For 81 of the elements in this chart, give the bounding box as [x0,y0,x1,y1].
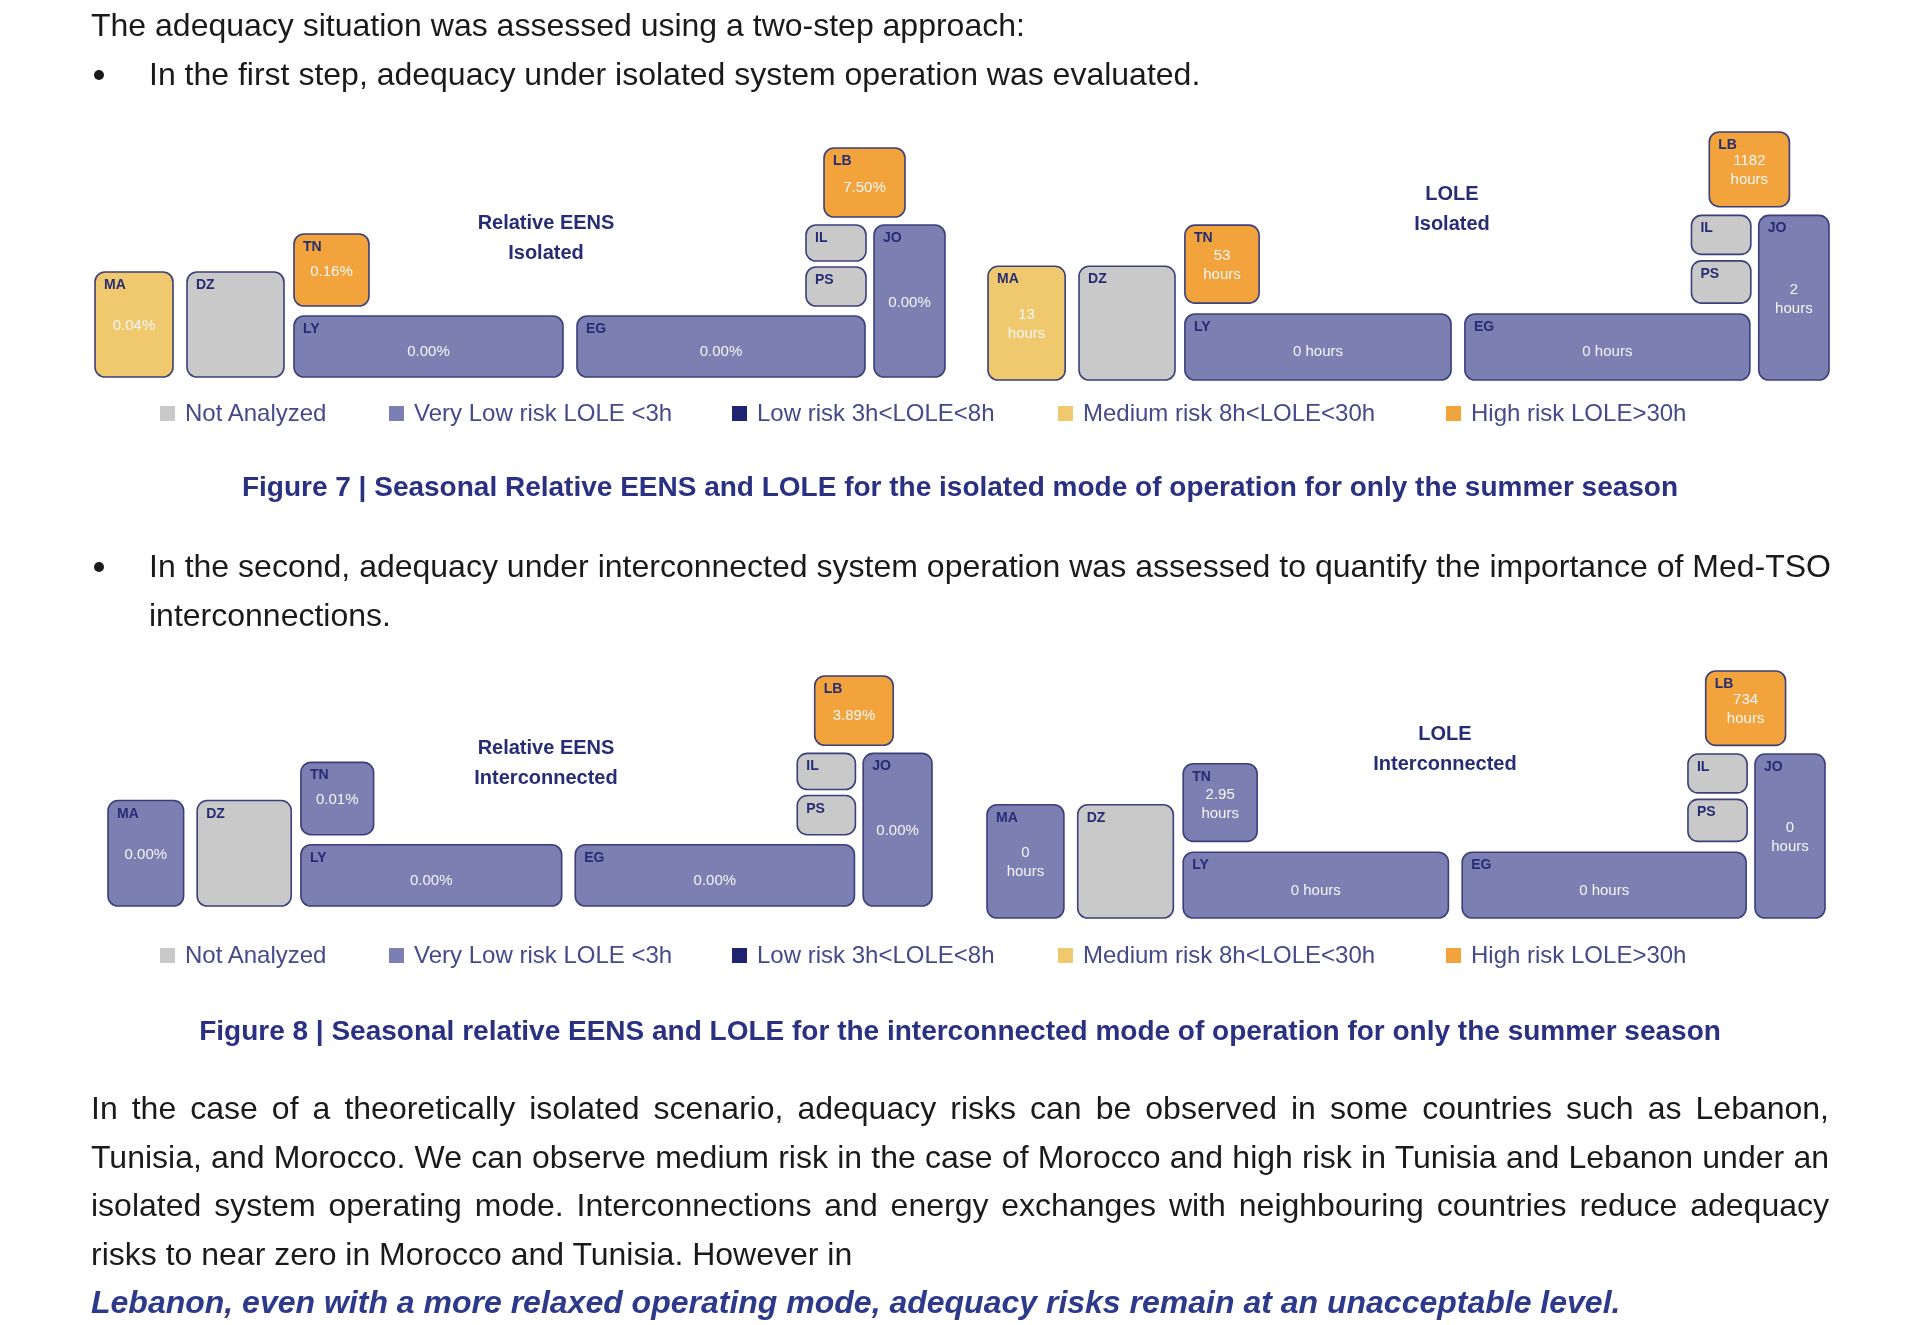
data-label: 0.16% [310,261,353,279]
caption: Figure 8 | Seasonal relative EENS and LOLE for the interconnected mode of operation for only the summer season [198,1014,1722,1048]
category-label: JO [883,229,902,245]
text: In the second, adequacy under interconnected system operation was assessed to quantify the importance of Med-TSO interconnections. [149,547,1831,635]
category-label: LB [1718,136,1737,152]
text: Lebanon, even with a more relaxed operating mode, adequacy risks remain at an unacceptable level. [91,1284,1621,1320]
data-label: 0 hours [1290,880,1341,898]
data-label: 0 hours [1006,843,1045,880]
data-label: 13 hours [1007,305,1046,342]
data-label: 7.50% [843,178,886,195]
data-label: 0.00% [124,844,168,862]
data-label: 0.00% [699,342,743,359]
legend-label: Low risk 3h<LOLE<8h [757,399,995,427]
data-label: 0.01% [315,790,359,808]
category-label: LY [1193,317,1212,334]
category-label: JO [1764,758,1783,775]
data-label: 0 hours [1292,342,1343,360]
category-label: DZ [1088,270,1108,287]
legend-label: Very Low risk LOLE <3h [414,941,673,969]
data-label: 0.00% [693,870,737,888]
category-label: PS [806,799,825,816]
category-label: MA [996,808,1018,825]
category-label: MA [117,804,139,821]
category-label: EG [586,320,607,336]
data-label: 0 hours [1771,818,1809,855]
data-label: 0.04% [112,316,156,333]
category-label: LB [833,152,852,168]
text: LOLE Isolated [1414,182,1490,234]
caption: Figure 7 | Seasonal Relative EENS and LOLE for the isolated mode of operation for only the summer season [240,470,1680,504]
category-label: JO [1767,219,1787,236]
category-label: TN [309,766,329,783]
data-label: 53 hours [1203,246,1241,283]
category-label: LY [1192,856,1210,873]
category-label: LB [1714,675,1734,691]
data-label: 1182 hours [1730,151,1769,188]
legend-label: Not Analyzed [185,941,327,969]
category-label: JO [872,757,891,774]
category-label: TN [1193,229,1213,246]
category-label: DZ [206,804,226,821]
text: Relative EENS Interconnected [474,736,618,788]
data-label: 734 hours [1726,690,1765,727]
legend-label: Medium risk 8h<LOLE<30h [1083,941,1376,969]
category-label: MA [104,276,126,292]
category-label: IL [806,757,820,774]
data-label: 3.89% [832,706,876,724]
data-label: 0.00% [876,821,919,839]
data-label: 0 hours [1582,342,1633,360]
text: LOLE Interconnected [1373,722,1517,774]
data-label: 2 hours [1775,279,1813,316]
category-label: TN [1192,767,1211,784]
category-label: EG [584,848,605,865]
text: In the first step, adequacy under isolated system operation was evaluated. [149,55,1202,94]
legend-label: Very Low risk LOLE <3h [414,399,673,427]
text: The adequacy situation was assessed using a two-step approach: [91,6,1026,45]
data-label: 0 hours [1579,880,1630,898]
text: In the case of a theoretically isolated scenario, adequacy risks can be observed in some countries such as Lebanon, Tunisia, and Morocco. We can observe medium risk in the case of Morocco and high risk in Tunisia and Lebanon under an isolated system operating mode. Interconnections and energy exchanges with neighbouring countries reduce adequacy risks to near zero in Morocco and Tunisia. However in [91,1089,1829,1274]
category-label: LB [823,680,843,696]
legend-label: Medium risk 8h<LOLE<30h [1083,399,1376,427]
legend-label: High risk LOLE>30h [1471,941,1687,969]
legend-label: Not Analyzed [185,399,327,427]
category-label: EG [1473,317,1495,334]
category-label: MA [997,270,1019,287]
category-label: LY [303,320,321,336]
category-label: TN [303,238,322,254]
category-label: LY [309,848,328,865]
legend-label: High risk LOLE>30h [1471,399,1687,427]
text: Relative EENS Isolated [477,211,615,263]
data-label: 0.00% [410,870,453,888]
category-label: EG [1471,856,1492,873]
category-label: IL [1696,758,1710,775]
category-label: DZ [196,276,216,292]
category-label: IL [1700,219,1714,236]
data-label: 0.00% [888,292,931,310]
legend-label: Low risk 3h<LOLE<8h [757,941,995,969]
data-label: 0.00% [407,342,450,359]
category-label: IL [815,229,828,245]
category-label: PS [815,271,834,287]
data-label: 2.95 hours [1201,784,1239,821]
category-label: PS [1700,264,1720,281]
category-label: PS [1696,803,1716,820]
category-label: DZ [1086,808,1106,825]
